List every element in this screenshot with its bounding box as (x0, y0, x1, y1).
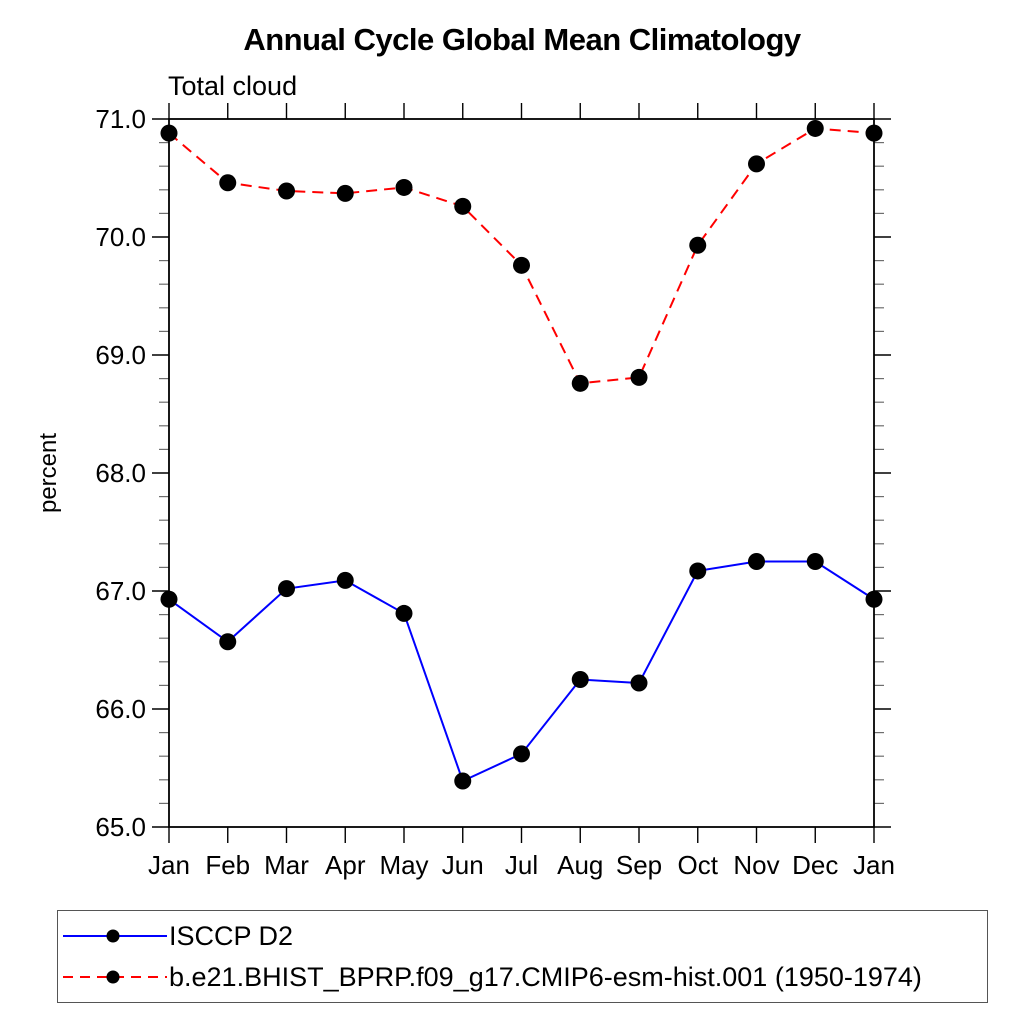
x-tick-label: Jan (853, 850, 895, 880)
legend-line-sample-solid (63, 929, 167, 943)
x-tick-label: Sep (616, 850, 662, 880)
data-point-marker (336, 571, 354, 589)
data-point-marker (630, 674, 648, 692)
data-point-marker (689, 236, 707, 254)
data-point-marker (806, 119, 824, 137)
x-tick-label: Jun (442, 850, 484, 880)
plot-frame (168, 118, 875, 828)
data-point-marker (160, 590, 178, 608)
legend-item: b.e21.BHIST_BPRP.f09_g17.CMIP6-esm-hist.… (63, 962, 987, 992)
legend-line-sample-dashed (63, 970, 167, 984)
data-point-marker (219, 633, 237, 651)
x-tick-label: Mar (264, 850, 309, 880)
y-tick-label: 70.0 (95, 222, 146, 252)
x-tick-label: May (379, 850, 428, 880)
data-point-marker (160, 124, 178, 142)
chart-subtitle: Total cloud (168, 71, 298, 101)
x-tick-label: Aug (557, 850, 603, 880)
data-point-marker (219, 174, 237, 192)
legend-label: b.e21.BHIST_BPRP.f09_g17.CMIP6-esm-hist.… (169, 961, 922, 992)
data-point-marker (630, 368, 648, 386)
y-tick-label: 69.0 (95, 340, 146, 370)
data-point-marker (278, 182, 295, 200)
data-point-marker (571, 671, 589, 688)
data-point-marker (395, 178, 413, 196)
y-tick-label: 71.0 (95, 104, 146, 134)
data-point-marker (865, 124, 883, 142)
y-tick-label: 67.0 (95, 576, 146, 606)
data-point-marker (336, 184, 354, 202)
data-point-marker (689, 562, 707, 580)
data-point-marker (748, 155, 765, 173)
legend-item: ISCCP D2 (63, 921, 987, 951)
data-point-marker (865, 590, 883, 608)
data-point-marker (513, 256, 530, 274)
y-tick-label: 65.0 (95, 812, 146, 842)
data-point-marker (571, 374, 589, 392)
x-tick-label: Nov (733, 850, 779, 880)
chart-title: Annual Cycle Global Mean Climatology (243, 22, 801, 57)
legend-marker-dot-icon (106, 970, 120, 984)
data-point-marker (454, 197, 472, 215)
x-tick-label: Jul (505, 850, 538, 880)
x-tick-label: Jan (148, 850, 190, 880)
series-line (168, 127, 875, 385)
data-point-marker (748, 553, 765, 570)
x-tick-label: Oct (678, 850, 719, 880)
legend-label: ISCCP D2 (169, 921, 294, 952)
data-point-marker (454, 772, 472, 790)
data-point-marker (278, 580, 295, 598)
x-tick-label: Apr (325, 850, 366, 880)
legend-marker-dot-icon (106, 929, 120, 943)
data-point-marker (806, 553, 824, 570)
x-tick-label: Dec (792, 850, 838, 880)
x-tick-label: Feb (205, 850, 250, 880)
legend: ISCCP D2 b.e21.BHIST_BPRP.f09_g17.CMIP6-… (57, 910, 988, 1003)
data-point-marker (513, 745, 530, 763)
y-tick-label: 68.0 (95, 458, 146, 488)
y-tick-label: 66.0 (95, 694, 146, 724)
data-point-marker (395, 604, 413, 622)
